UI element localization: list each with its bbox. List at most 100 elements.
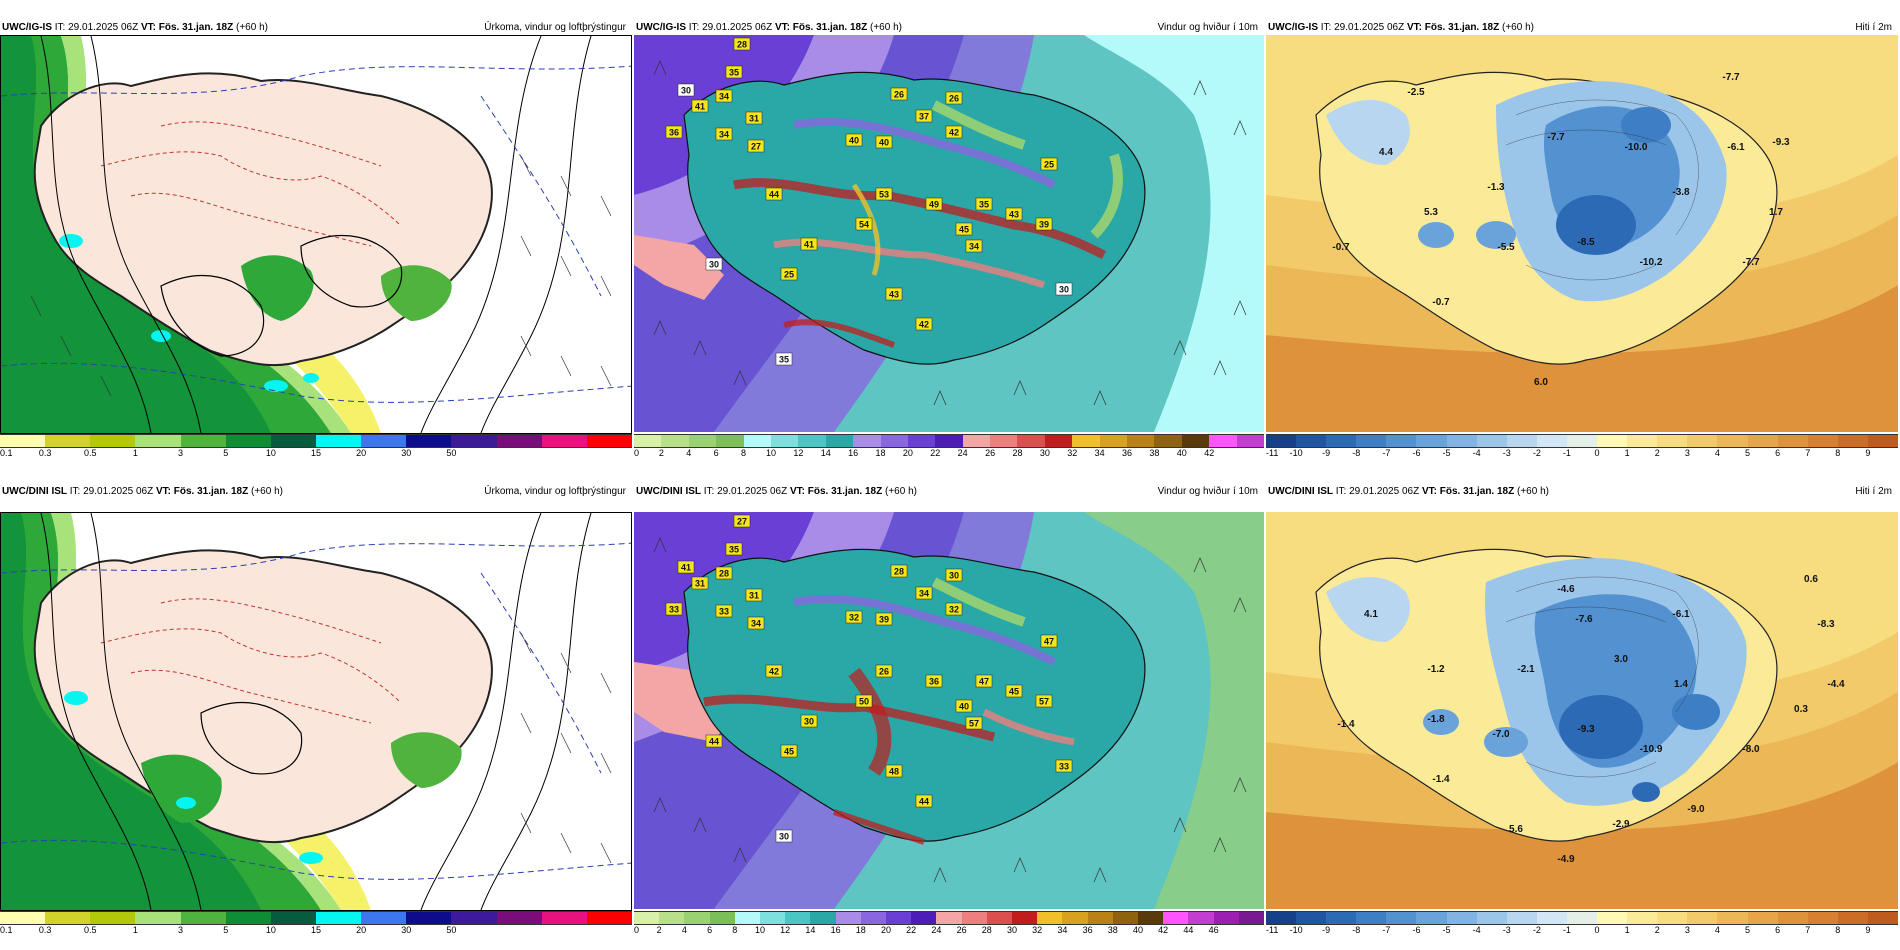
legend-tick-label: 0.5 bbox=[84, 925, 97, 935]
svg-text:26: 26 bbox=[894, 90, 904, 100]
svg-text:44: 44 bbox=[919, 797, 929, 807]
legend-swatch bbox=[1747, 435, 1778, 447]
legend-swatch bbox=[1777, 912, 1808, 924]
precip-panel: UWC/DINI ISL IT: 29.01.2025 06Z VT: Fös.… bbox=[0, 482, 632, 947]
legend-swatch bbox=[225, 435, 271, 447]
legend-swatch bbox=[1044, 435, 1073, 447]
wind-map-graphic: 27 35 41 28 31 31 33 33 34 28 30 34 32 32 39 42 26 36 47 45… bbox=[634, 512, 1264, 909]
legend-swatch bbox=[1266, 912, 1297, 924]
legend-tick-label: 12 bbox=[780, 925, 791, 935]
wind-value-label: 33 bbox=[1055, 759, 1073, 773]
svg-text:40: 40 bbox=[879, 138, 889, 148]
legend-tick-label: 26 bbox=[956, 925, 967, 935]
wind-value-label: 37 bbox=[915, 109, 933, 123]
legend-tick-label: 8 bbox=[1835, 448, 1841, 458]
temp-value-label: -9.3 bbox=[1772, 137, 1790, 148]
legend-swatch bbox=[1837, 435, 1868, 447]
legend-swatch bbox=[1627, 435, 1658, 447]
legend-tick-label: 12 bbox=[793, 448, 804, 458]
wind-value-label: 44 bbox=[915, 794, 933, 808]
valid-time: Fös. 31.jan. 18Z bbox=[173, 486, 249, 497]
legend-swatch bbox=[361, 912, 407, 924]
svg-text:31: 31 bbox=[749, 591, 759, 601]
wind-map-graphic: 28 35 30 34 41 31 36 34 27 26 26 37 42 40 40 44 53 49 35 43… bbox=[634, 35, 1264, 432]
svg-text:36: 36 bbox=[669, 128, 679, 138]
legend-swatch bbox=[1296, 912, 1327, 924]
legend-tick-label: -2 bbox=[1532, 448, 1541, 458]
wind-value-label: 25 bbox=[780, 267, 798, 281]
legend-swatch bbox=[1163, 912, 1189, 924]
legend-tick-label: -6 bbox=[1412, 448, 1421, 458]
legend-swatch bbox=[716, 435, 744, 447]
wind-map: 27 35 41 28 31 31 33 33 34 28 30 34 32 32 39 42 26 36 47 45… bbox=[634, 512, 1264, 909]
wind-value-label: 31 bbox=[745, 111, 763, 125]
wind-value-label: 45 bbox=[1005, 684, 1023, 698]
legend-tick-label: 20 bbox=[356, 448, 367, 458]
legend-tick-label: 1 bbox=[132, 925, 138, 935]
legend-swatch bbox=[785, 912, 811, 924]
legend-tick-label: 22 bbox=[930, 448, 941, 458]
legend-swatch bbox=[1127, 435, 1155, 447]
temp-value-label: -2.9 bbox=[1612, 819, 1630, 830]
svg-text:47: 47 bbox=[1044, 637, 1054, 647]
valid-time: Fös. 31.jan. 18Z bbox=[807, 486, 883, 497]
wind-value-label: 53 bbox=[875, 187, 893, 201]
temp-value-label: -0.7 bbox=[1432, 297, 1450, 308]
legend-tick-label: 6 bbox=[713, 448, 719, 458]
legend-swatch bbox=[661, 435, 689, 447]
wind-value-label: 31 bbox=[691, 576, 709, 590]
wind-value-label: 41 bbox=[691, 99, 709, 113]
legend-swatch bbox=[90, 912, 136, 924]
legend-tick-label: 0 bbox=[634, 925, 640, 935]
svg-text:37: 37 bbox=[919, 112, 929, 122]
svg-text:31: 31 bbox=[749, 114, 759, 124]
svg-text:57: 57 bbox=[969, 719, 979, 729]
legend-swatch bbox=[1597, 912, 1628, 924]
wind-value-label: 30 bbox=[775, 829, 793, 843]
legend-swatch bbox=[1687, 912, 1718, 924]
legend-tick-label: 10 bbox=[265, 925, 276, 935]
legend-swatch bbox=[734, 912, 761, 924]
legend-swatch bbox=[0, 912, 46, 924]
legend-swatch bbox=[1597, 435, 1628, 447]
svg-text:33: 33 bbox=[669, 605, 679, 615]
temp-value-label: 0.6 bbox=[1804, 574, 1818, 585]
legend-swatch bbox=[1536, 435, 1567, 447]
legend-tick-label: 36 bbox=[1122, 448, 1133, 458]
svg-text:40: 40 bbox=[959, 702, 969, 712]
legend-swatch bbox=[634, 912, 660, 924]
temp-value-label: -5.5 bbox=[1497, 242, 1515, 253]
legend-tick-label: 2 bbox=[656, 925, 662, 935]
temp-value-label: -4.9 bbox=[1557, 854, 1575, 865]
legend-tick-label: 10 bbox=[754, 925, 766, 935]
temp-value-label: -9.0 bbox=[1687, 804, 1705, 815]
svg-text:33: 33 bbox=[1059, 762, 1069, 772]
legend-swatch bbox=[45, 912, 91, 924]
temp-value-labels: 4.1 -4.6 0.6 -7.6 -6.1 -8.3 -1.2 -2.1 3.0 1.4 -4.4… bbox=[1337, 574, 1845, 865]
wind-value-label: 48 bbox=[885, 764, 903, 778]
svg-text:48: 48 bbox=[889, 767, 899, 777]
legend-tick-label: 1 bbox=[1624, 925, 1630, 935]
precip-legend: 0.1 0.3 0.5 1 3 5 10 15 20 30 50 bbox=[0, 434, 632, 464]
legend-swatch bbox=[634, 435, 662, 447]
legend-swatch bbox=[880, 435, 908, 447]
legend-swatch bbox=[1627, 912, 1658, 924]
legend-swatch bbox=[1446, 435, 1477, 447]
wind-value-label: 32 bbox=[845, 610, 863, 624]
valid-label: VT: bbox=[155, 486, 171, 497]
temp-value-label: -4.4 bbox=[1827, 679, 1845, 690]
wind-value-label: 47 bbox=[975, 674, 993, 688]
legend-tick-label: 42 bbox=[1204, 448, 1215, 458]
lead-time: (+60 h) bbox=[1502, 22, 1534, 33]
wind-value-label: 42 bbox=[915, 317, 933, 331]
svg-text:45: 45 bbox=[784, 747, 794, 757]
wind-value-label: 31 bbox=[745, 588, 763, 602]
init-time: IT: 29.01.2025 06Z bbox=[703, 486, 788, 497]
legend-swatch bbox=[688, 435, 717, 447]
wind-value-label: 26 bbox=[945, 91, 963, 105]
wind-value-label: 57 bbox=[1035, 694, 1053, 708]
wind-value-label: 34 bbox=[747, 616, 765, 630]
panel-header: UWC/DINI ISL IT: 29.01.2025 06Z VT: Fös.… bbox=[634, 464, 1264, 498]
legend-swatch bbox=[1356, 435, 1387, 447]
wind-legend: 0 2 4 6 8 10 12 14 16 18 20 22 24 26 28 30 32 34 36 38 40 42 4… bbox=[634, 911, 1265, 941]
